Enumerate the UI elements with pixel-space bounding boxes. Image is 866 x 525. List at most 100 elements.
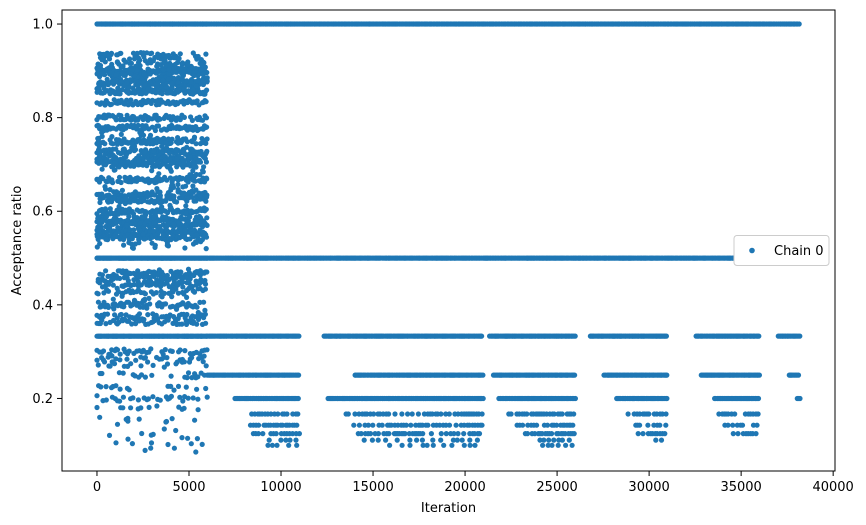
data-point [274,442,280,448]
data-point [446,411,452,417]
data-point [175,140,181,146]
data-point [797,333,803,339]
data-point [186,270,192,276]
data-point [128,361,134,367]
data-point [158,227,164,234]
data-point [273,431,279,437]
data-point [127,199,133,205]
data-point [98,304,104,310]
data-point [141,197,147,204]
data-point [204,222,210,228]
data-point [181,86,187,92]
data-point [175,135,181,141]
data-point [153,290,159,296]
data-point [166,290,172,296]
data-point [165,90,171,96]
data-point [137,191,143,197]
data-point [635,431,641,437]
data-point [424,442,430,448]
data-point [122,200,128,207]
data-point [199,62,205,68]
data-point [294,422,300,428]
data-point [409,411,415,417]
data-point [198,207,204,213]
data-point [99,133,105,139]
data-point [190,50,196,56]
data-point [142,58,148,64]
data-point [193,83,199,89]
data-point [142,296,148,302]
data-point [146,278,152,284]
data-point [399,411,405,417]
data-point [124,222,130,228]
data-point [653,437,659,443]
data-point [549,431,555,437]
data-point [159,143,165,149]
data-point [175,383,182,389]
data-point [184,144,190,150]
data-point [152,176,159,182]
data-point [117,351,123,357]
data-point [754,422,760,428]
data-point [571,411,577,417]
data-point [121,304,127,310]
data-point [154,403,160,409]
data-point [98,384,104,390]
data-point [646,411,652,417]
data-point [97,199,103,206]
data-point [195,316,202,322]
data-point [102,206,108,212]
data-point [96,84,102,91]
data-point [124,89,130,95]
data-point [551,437,557,443]
data-point [96,141,102,147]
data-point [185,61,191,68]
data-point [180,233,186,239]
data-point [110,301,116,308]
data-point [194,78,201,84]
data-point [181,405,187,411]
data-point [158,292,164,299]
data-point [128,71,134,77]
data-point [181,160,187,166]
data-point [730,431,736,437]
data-point [112,167,118,173]
data-point [524,431,531,437]
data-point [201,353,207,359]
data-point [106,53,112,59]
data-point [725,422,731,428]
data-point [756,333,762,339]
data-point [379,422,385,428]
data-point [150,362,156,368]
data-point [104,302,111,308]
data-point [375,431,381,437]
data-point [153,314,159,320]
data-point [145,359,151,365]
data-point [152,244,158,250]
data-point [480,372,486,378]
data-point [95,362,101,368]
data-point [175,220,181,226]
data-point [399,442,405,448]
data-point [540,442,546,448]
data-point [150,394,156,400]
data-point [165,317,171,323]
data-point [571,431,577,437]
data-point [139,214,145,220]
data-point [197,193,203,199]
data-point [508,411,514,417]
data-point [163,145,170,151]
data-point [132,221,138,227]
data-point [128,192,134,198]
data-point [549,442,555,448]
data-point [169,182,176,188]
data-point [204,394,210,400]
data-point [146,158,152,164]
data-point [186,285,193,291]
data-point [461,442,467,448]
data-point [107,206,113,212]
data-point [125,159,131,165]
data-point [168,168,174,174]
data-point [164,223,170,229]
data-point [134,67,140,73]
